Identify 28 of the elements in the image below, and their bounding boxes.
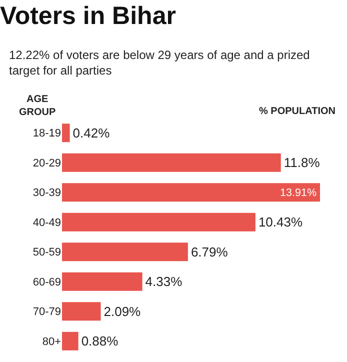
y-tick-label: 30-39 bbox=[32, 187, 61, 200]
y-tick-label: 40-49 bbox=[32, 216, 61, 229]
bar bbox=[62, 124, 70, 142]
bar bbox=[62, 183, 320, 202]
data-label: 6.79% bbox=[190, 244, 228, 260]
y-tick-label: 18-19 bbox=[32, 128, 61, 140]
data-label: 10.43% bbox=[258, 214, 303, 230]
y-tick-label: 60-69 bbox=[32, 276, 61, 288]
y-tick-label: 20-29 bbox=[32, 157, 61, 170]
bar bbox=[62, 302, 101, 321]
data-label: 11.8% bbox=[284, 155, 320, 170]
bar bbox=[62, 153, 281, 172]
data-label: 0.42% bbox=[72, 125, 110, 140]
chart-title: Voters in Bihar bbox=[0, 2, 176, 30]
data-label: 0.88% bbox=[81, 334, 119, 349]
y-tick-label: 50-59 bbox=[32, 246, 61, 259]
bar bbox=[62, 242, 188, 262]
y-tick-label: 70-79 bbox=[32, 306, 61, 318]
bar bbox=[62, 272, 142, 291]
data-label: 13.91% bbox=[280, 187, 318, 200]
y-tick-label: 80+ bbox=[42, 336, 61, 348]
bar bbox=[62, 212, 256, 232]
y-axis-title: AGE GROUP bbox=[19, 94, 56, 118]
chart-subtitle: 12.22% of voters are below 29 years of age and a prized target for all parties bbox=[9, 48, 310, 78]
bar bbox=[62, 332, 78, 350]
x-axis-title: % POPULATION bbox=[259, 106, 336, 117]
data-label: 2.09% bbox=[104, 304, 142, 319]
data-label: 4.33% bbox=[145, 274, 183, 290]
